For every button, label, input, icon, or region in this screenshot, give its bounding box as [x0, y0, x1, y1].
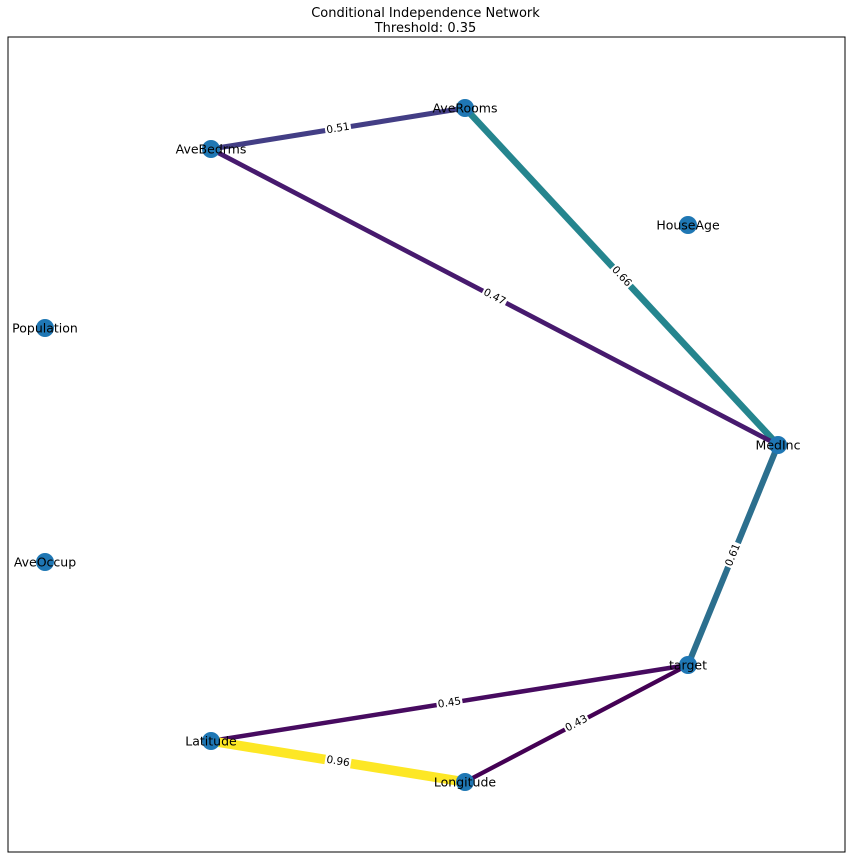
edge-weight-label: 0.43 — [561, 711, 592, 736]
node-label-longitude: Longitude — [434, 775, 496, 790]
edge-label-background — [324, 119, 352, 138]
plot-frame — [7, 36, 846, 853]
node-averooms — [456, 99, 474, 117]
edge-weight-label: 0.45 — [435, 694, 464, 712]
edge-label-background — [561, 711, 592, 736]
edge-weight-text: 0.45 — [437, 695, 462, 711]
node-label-population: Population — [12, 321, 78, 336]
node-label-latitude: Latitude — [185, 734, 237, 749]
node-label-medinc: MedInc — [756, 438, 801, 453]
chart-title: Conditional Independence Network — [311, 6, 540, 21]
node-label-aveoccup: AveOccup — [14, 555, 76, 570]
node-aveoccup — [36, 553, 54, 571]
edge-label-background — [607, 262, 636, 291]
node-label-target: target — [669, 658, 707, 673]
edge-weight-label: 0.61 — [721, 540, 745, 570]
edge-weight-label: 0.96 — [324, 752, 352, 771]
node-population — [36, 319, 54, 337]
node-label-averooms: AveRooms — [432, 101, 497, 116]
edge-weight-text: 0.51 — [325, 121, 350, 137]
edge-weight-label: 0.51 — [324, 119, 352, 138]
node-target — [679, 656, 697, 674]
node-latitude — [202, 732, 220, 750]
node-houseage — [679, 216, 697, 234]
node-label-avebedrms: AveBedrms — [176, 142, 247, 157]
edge-label-background — [479, 284, 510, 310]
edge-label-background — [435, 694, 464, 712]
node-medinc — [769, 436, 787, 454]
node-label-houseage: HouseAge — [656, 218, 720, 233]
edge-label-background — [324, 752, 352, 771]
edge-label-background — [721, 540, 745, 570]
edge-weight-text: 0.96 — [325, 754, 350, 770]
chart-subtitle: Threshold: 0.35 — [374, 21, 477, 36]
node-longitude — [456, 773, 474, 791]
edge-weight-label: 0.47 — [479, 284, 510, 310]
node-avebedrms — [202, 140, 220, 158]
